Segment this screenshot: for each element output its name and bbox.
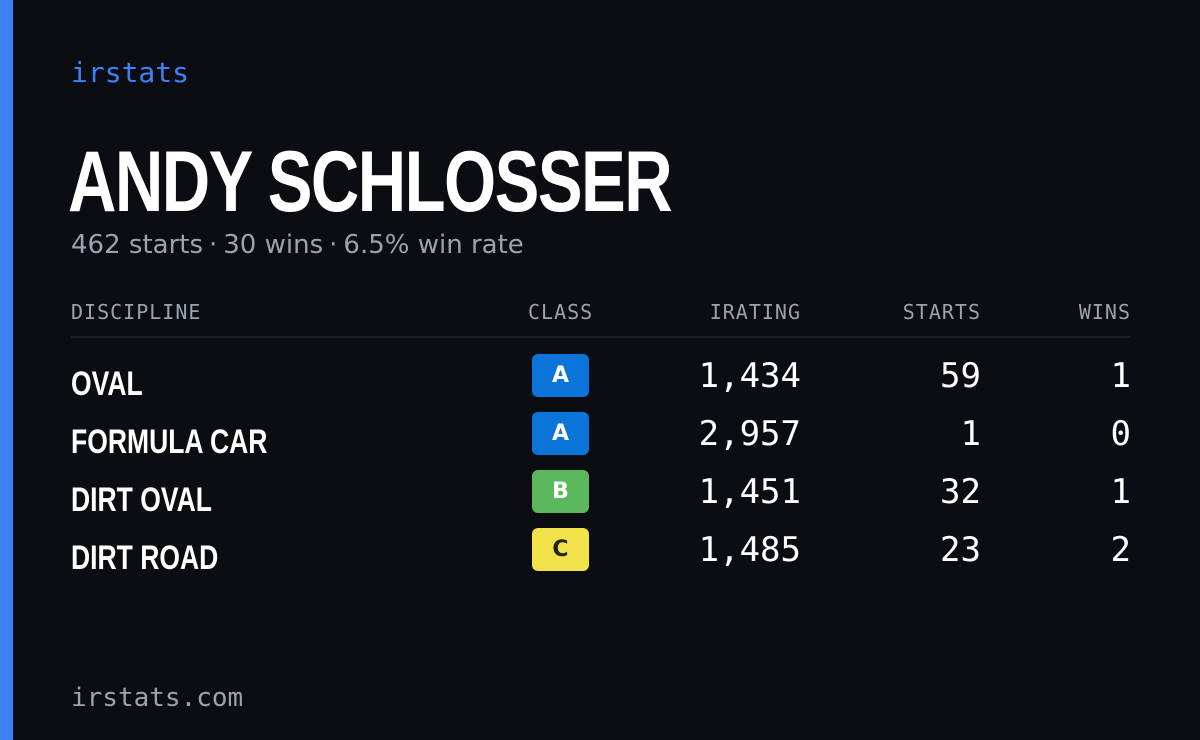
class-badge: A: [532, 354, 589, 397]
discipline-name: OVAL: [71, 365, 143, 403]
table-header: DISCIPLINE CLASS IRATING STARTS WINS: [71, 296, 1131, 338]
irating-value: 1,434: [698, 356, 801, 396]
wins-value: 0: [1110, 414, 1131, 454]
starts-value: 59: [940, 356, 981, 396]
starts-value: 32: [940, 472, 981, 512]
wins-value: 2: [1110, 530, 1131, 570]
header-class: CLASS: [528, 300, 594, 324]
class-badge: B: [532, 470, 589, 513]
wins-value: 1: [1110, 356, 1131, 396]
win-rate-summary: 6.5% win rate: [343, 230, 524, 260]
header-wins: WINS: [1078, 300, 1131, 324]
player-name: ANDY SCHLOSSER: [68, 134, 673, 230]
starts-value: 23: [940, 530, 981, 570]
wins-summary: 30 wins: [223, 230, 324, 260]
class-badge: A: [532, 412, 589, 455]
table-row: OVAL A 1,434 59 1: [71, 354, 1131, 412]
class-badge: C: [532, 528, 589, 571]
separator-dot: ·: [329, 230, 338, 260]
header-starts: STARTS: [902, 300, 981, 324]
starts-value: 1: [960, 414, 981, 454]
table-row: DIRT ROAD C 1,485 23 2: [71, 528, 1131, 586]
header-discipline: DISCIPLINE: [71, 300, 202, 324]
irating-value: 2,957: [698, 414, 801, 454]
wins-value: 1: [1110, 472, 1131, 512]
accent-bar: [0, 0, 13, 740]
table-row: FORMULA CAR A 2,957 1 0: [71, 412, 1131, 470]
starts-summary: 462 starts: [71, 230, 203, 260]
discipline-name: FORMULA CAR: [71, 423, 268, 461]
table-body: OVAL A 1,434 59 1 FORMULA CAR A 2,957 1 …: [71, 338, 1131, 586]
separator-dot: ·: [209, 230, 218, 260]
player-summary: 462 starts · 30 wins · 6.5% win rate: [71, 228, 524, 262]
footer-url[interactable]: irstats.com: [71, 683, 244, 713]
table-row: DIRT OVAL B 1,451 32 1: [71, 470, 1131, 528]
discipline-name: DIRT OVAL: [71, 481, 212, 519]
discipline-name: DIRT ROAD: [71, 539, 219, 577]
irating-value: 1,451: [698, 472, 801, 512]
brand-logo[interactable]: irstats: [71, 56, 190, 89]
header-irating: IRATING: [709, 300, 801, 324]
irating-value: 1,485: [698, 530, 801, 570]
license-table: DISCIPLINE CLASS IRATING STARTS WINS OVA…: [71, 296, 1131, 586]
